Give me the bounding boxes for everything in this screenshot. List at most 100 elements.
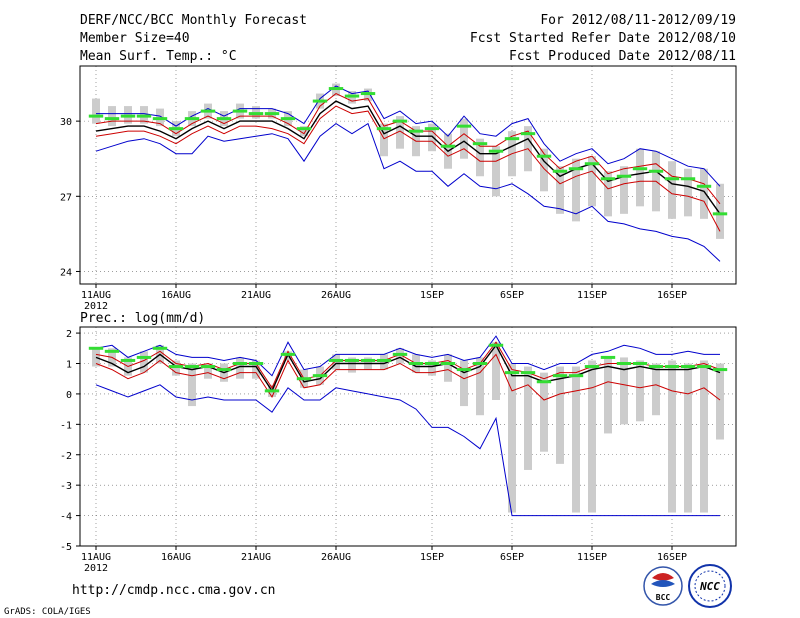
prec-ensemble-box — [492, 342, 500, 400]
fcst-started-label: Fcst Started Refer Date 2012/08/10 — [470, 31, 736, 46]
prec-x-tick-label: 1SEP — [420, 552, 444, 563]
temp-ensemble-box — [572, 158, 580, 222]
temp-ensemble-box — [540, 148, 548, 192]
prec-ensemble-box — [396, 348, 404, 364]
temp-year-label: 2012 — [84, 301, 108, 312]
temp-line-mean — [95, 100, 721, 215]
prec-ensemble-box — [476, 357, 484, 416]
prec-x-tick-label: 21AUG — [241, 552, 271, 563]
temp-line-ens-max — [96, 85, 721, 187]
prec-ensemble-box — [604, 357, 612, 434]
prec-y-tick-label: 1 — [66, 360, 72, 371]
prec-y-tick-label: -3 — [60, 481, 72, 492]
temp-x-tick-label: 21AUG — [241, 290, 271, 301]
temp-ensemble-box — [588, 156, 596, 207]
prec-ensemble-box — [700, 360, 708, 513]
prec-ensemble-box — [588, 360, 596, 513]
temp-ensemble-box — [300, 126, 308, 137]
prec-y-tick-label: -4 — [60, 512, 72, 523]
prec-y-tick-label: -1 — [60, 420, 72, 431]
prec-ensemble-box — [236, 357, 244, 379]
temp-line-spread-lower — [95, 105, 721, 232]
bcc-logo-swirl-top — [652, 573, 674, 581]
bcc-logo-swirl-bottom — [651, 580, 675, 587]
temp-ensemble-box — [428, 123, 436, 152]
temp-y-tick-label: 30 — [60, 117, 72, 128]
prec-ensemble-box — [524, 366, 532, 470]
prec-line-spread-lower — [95, 353, 721, 401]
ncc-logo-text: NCC — [699, 580, 720, 593]
prec-ensemble-box — [556, 366, 564, 464]
precip-panel-title: Prec.: log(mm/d) — [80, 311, 205, 326]
prec-line-mean — [95, 343, 721, 393]
prec-year-label: 2012 — [84, 563, 108, 574]
precipitation-panel: -5 -4 -3 -2 -1 0 1 2 11AUG 16AUG 21AUG 26AUG 1SEP 6SE… — [60, 326, 737, 574]
temp-ensemble-box — [684, 168, 692, 217]
prec-ensemble-box — [668, 360, 676, 513]
grads-credit: GrADS: COLA/IGES — [4, 607, 91, 617]
prec-ensemble-box — [460, 360, 468, 407]
prec-y-tick-label: -2 — [60, 451, 72, 462]
temp-ensemble-box — [380, 123, 388, 157]
temp-frame — [79, 65, 737, 285]
prec-line-ens-min — [95, 384, 720, 517]
footer-url[interactable]: http://cmdp.ncc.cma.gov.cn — [72, 583, 276, 598]
temp-ensemble-box — [604, 171, 612, 217]
prec-ensemble-box — [684, 363, 692, 513]
prec-ensemble-box — [428, 360, 436, 376]
prec-x-tick-label: 11SEP — [577, 552, 607, 563]
prec-y-tick-label: 0 — [66, 390, 72, 401]
ncc-logo: NCC — [688, 564, 732, 608]
temp-x-tick-label: 16SEP — [657, 290, 687, 301]
temp-ensemble-box — [492, 146, 500, 197]
member-size-label: Member Size=40 — [80, 31, 190, 46]
temp-ensemble-box — [716, 183, 724, 239]
prec-ensemble-box — [540, 372, 548, 452]
prec-x-tick-label: 26AUG — [321, 552, 351, 563]
bcc-logo-text: BCC — [656, 593, 671, 602]
prec-ensemble-box — [252, 360, 260, 379]
prec-ensemble-box — [348, 357, 356, 373]
temp-x-tick-label: 26AUG — [321, 290, 351, 301]
prec-ensemble-box — [332, 354, 340, 370]
prec-ensemble-box — [172, 360, 180, 376]
temp-ensemble-box — [620, 166, 628, 214]
temp-ensemble-box — [108, 106, 116, 127]
forecast-period-label: For 2012/08/11-2012/09/19 — [540, 13, 736, 28]
temp-ensemble-box — [460, 118, 468, 159]
temperature-panel: 24 27 30 11AUG 16AUG 21AUG 26AUG 1SEP 6SEP 11SEP 1… — [60, 65, 737, 312]
figure-title: DERF/NCC/BCC Monthly Forecast — [80, 13, 307, 28]
temp-x-tick-label: 11AUG — [81, 290, 111, 301]
prec-frame — [79, 326, 737, 547]
temp-y-tick-label: 24 — [60, 267, 72, 278]
bcc-logo: BCC — [643, 566, 683, 606]
variable-label: Mean Surf. Temp.: °C — [80, 49, 237, 64]
prec-line-spread-upper — [95, 341, 721, 389]
ncc-logo-inner-ring — [694, 570, 726, 602]
fcst-produced-label: Fcst Produced Date 2012/08/11 — [509, 49, 736, 64]
prec-ensemble-box — [508, 363, 516, 513]
temp-ensemble-box — [700, 168, 708, 219]
prec-ensemble-box — [140, 351, 148, 373]
prec-y-tick-label: 2 — [66, 329, 72, 340]
prec-x-tick-label: 16AUG — [161, 552, 191, 563]
temp-ensemble-box — [636, 148, 644, 207]
temp-ensemble-box — [92, 98, 100, 124]
prec-ensemble-box — [652, 363, 660, 416]
prec-x-tick-label: 6SEP — [500, 552, 524, 563]
temp-y-tick-label: 27 — [60, 192, 72, 203]
temp-ensemble-box — [668, 161, 676, 219]
temp-ensemble-box — [556, 166, 564, 214]
prec-ensemble-box — [204, 363, 212, 379]
temp-line-spread-upper — [95, 93, 721, 205]
temp-line-ens-min — [95, 122, 721, 262]
prec-ensemble-box — [620, 357, 628, 425]
temp-x-tick-label: 1SEP — [420, 290, 444, 301]
prec-x-tick-label: 11AUG — [81, 552, 111, 563]
prec-ensemble-box — [572, 366, 580, 513]
prec-ensemble-box — [716, 363, 724, 440]
temp-x-tick-label: 16AUG — [161, 290, 191, 301]
temp-ensemble-box — [396, 116, 404, 149]
temp-x-tick-label: 6SEP — [500, 290, 524, 301]
